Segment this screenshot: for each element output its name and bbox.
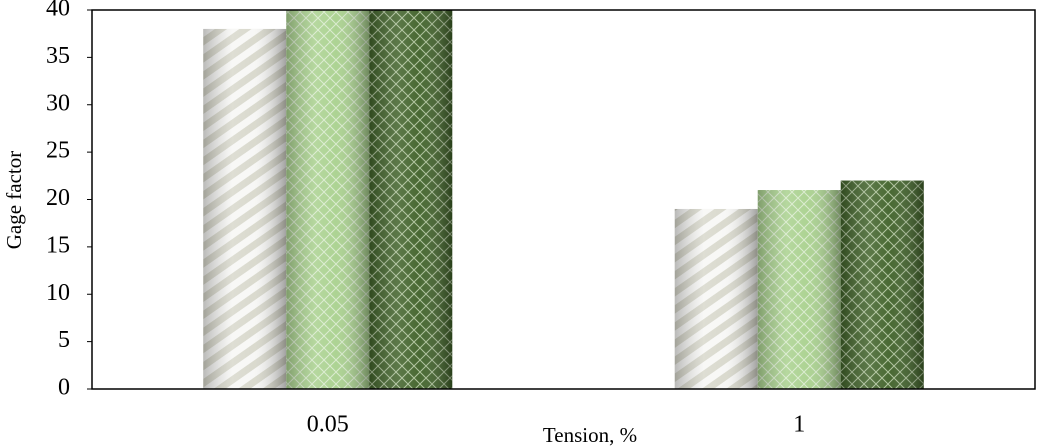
y-tick-label: 30	[46, 90, 70, 116]
x-tick-label: 1	[793, 412, 805, 438]
plot-frame	[91, 9, 1036, 390]
bar-shade	[203, 28, 287, 389]
x-axis-title: Tension, %	[543, 423, 637, 447]
bar-shade	[674, 208, 758, 389]
y-axis-title: Gage factor	[2, 151, 26, 250]
y-tick-label: 10	[46, 280, 70, 306]
x-tick-label: 0.05	[307, 412, 349, 438]
bar-shade	[286, 10, 370, 389]
bar-shade	[757, 190, 841, 389]
y-tick-label: 15	[46, 232, 70, 258]
bar-shade	[840, 180, 924, 389]
y-tick-label: 40	[46, 0, 70, 22]
y-tick-label: 0	[58, 375, 70, 401]
y-tick-label: 20	[46, 185, 70, 211]
y-tick-label: 35	[46, 43, 70, 69]
y-tick-label: 5	[58, 327, 70, 353]
y-tick-label: 25	[46, 138, 70, 164]
bar-shade	[369, 10, 453, 389]
